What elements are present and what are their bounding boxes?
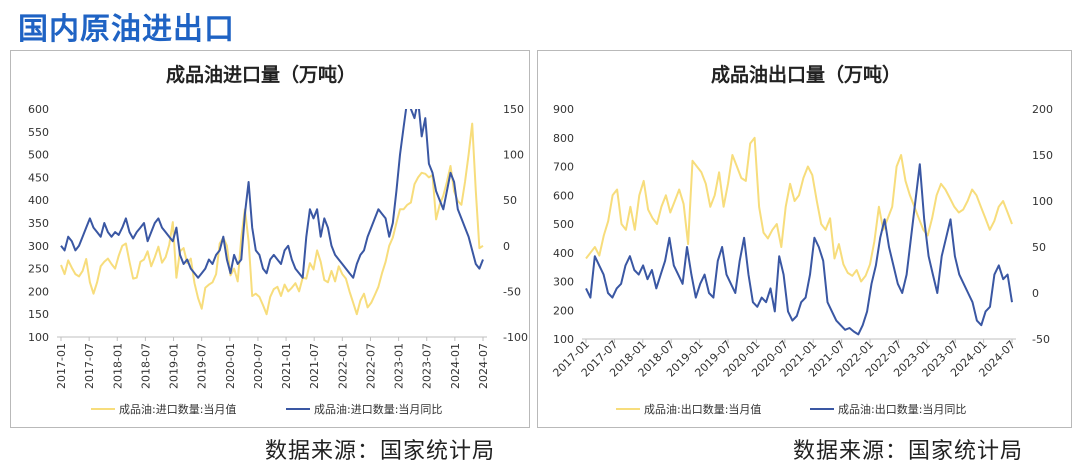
- import-y-left-tick: 200: [28, 285, 49, 298]
- import-y-left-tick: 150: [28, 308, 49, 321]
- export-y-right-tick: 200: [1032, 103, 1053, 116]
- export-chart: 成品油出口量（万吨）900800700600500400300200100200…: [550, 63, 1053, 416]
- import-x-tick-label: 2017-07: [83, 343, 96, 389]
- import-y-left-tick: 100: [28, 331, 49, 344]
- import-y-right-tick: -50: [503, 285, 521, 298]
- source-note-right: 数据来源：国家统计局: [793, 439, 1024, 464]
- import-y-left-tick: 450: [28, 171, 49, 184]
- page-title: 国内原油进出口: [18, 12, 235, 47]
- import-x-tick-label: 2021-07: [308, 343, 321, 389]
- import-y-left-tick: 300: [28, 240, 49, 253]
- export-legend-label-yoy: 成品油:出口数量:当月同比: [838, 402, 966, 416]
- export-legend-label-monthly: 成品油:出口数量:当月值: [644, 402, 761, 416]
- import-x-tick-label: 2018-07: [139, 343, 152, 389]
- export-series-line-monthly: [585, 136, 1013, 283]
- import-x-tick-label: 2023-07: [421, 343, 434, 389]
- import-legend-label-yoy: 成品油:进口数量:当月同比: [314, 402, 442, 416]
- import-x-tick-label: 2017-01: [55, 343, 68, 389]
- import-x-tick-label: 2021-01: [280, 343, 293, 389]
- export-chart-panel: 成品油出口量（万吨） 900 800 700 600 500 400 300 200 100 200…: [537, 50, 1072, 428]
- export-y-left-tick: 900: [553, 103, 574, 116]
- export-y-left-tick: 400: [553, 247, 574, 260]
- import-chart-panel: 成品油进口量（万吨） 600 550 500 450 400 350 300 250 200 150…: [10, 50, 530, 428]
- export-chart-title: 成品油出口量（万吨）: [711, 63, 901, 86]
- export-y-left-tick: 600: [553, 189, 574, 202]
- export-y-right-tick: 50: [1032, 241, 1046, 254]
- import-x-tick-label: 2019-01: [168, 343, 181, 389]
- import-y-right-tick: 150: [503, 103, 524, 116]
- import-chart-title: 成品油进口量（万吨）: [166, 63, 356, 86]
- import-x-tick-label: 2022-07: [364, 343, 377, 389]
- import-x-tick-label: 2020-01: [224, 343, 237, 389]
- import-x-tick-label: 2023-01: [393, 343, 406, 389]
- export-series-line-yoy: [585, 163, 1013, 336]
- import-y-left-tick: 600: [28, 103, 49, 116]
- import-y-left-tick: 500: [28, 149, 49, 162]
- import-y-left-tick: 250: [28, 263, 49, 276]
- import-legend-label-monthly: 成品油:进口数量:当月值: [119, 402, 236, 416]
- export-y-left-tick: 700: [553, 161, 574, 174]
- export-y-right-tick: 150: [1032, 149, 1053, 162]
- export-y-left-tick: 300: [553, 276, 574, 289]
- import-x-tick-label: 2018-01: [111, 343, 124, 389]
- export-y-left-tick: 200: [553, 304, 574, 317]
- import-x-tick-label: 2019-07: [196, 343, 209, 389]
- import-x-tick-label: 2024-07: [477, 343, 490, 389]
- export-y-left-tick: 100: [553, 333, 574, 346]
- export-y-right-tick: 100: [1032, 195, 1053, 208]
- import-x-tick-label: 2020-07: [252, 343, 265, 389]
- import-y-right-tick: 100: [503, 149, 524, 162]
- export-y-right-tick: -50: [1032, 333, 1050, 346]
- import-x-tick-label: 2022-01: [336, 343, 349, 389]
- export-y-left-tick: 800: [553, 132, 574, 145]
- source-note-left: 数据来源：国家统计局: [265, 439, 496, 464]
- import-y-left-tick: 350: [28, 217, 49, 230]
- import-y-right-tick: 0: [503, 240, 510, 253]
- import-y-left-tick: 550: [28, 126, 49, 139]
- import-y-right-tick: -100: [503, 331, 528, 344]
- import-series-line-monthly: [60, 122, 484, 316]
- import-y-right-tick: 50: [503, 194, 517, 207]
- import-chart: 成品油进口量（万吨）600550500450400350300250200150…: [28, 63, 528, 416]
- import-x-tick-label: 2024-01: [449, 343, 462, 389]
- export-y-right-tick: 0: [1032, 287, 1039, 300]
- export-y-left-tick: 500: [553, 218, 574, 231]
- import-series-line-yoy: [60, 109, 484, 279]
- import-y-left-tick: 400: [28, 194, 49, 207]
